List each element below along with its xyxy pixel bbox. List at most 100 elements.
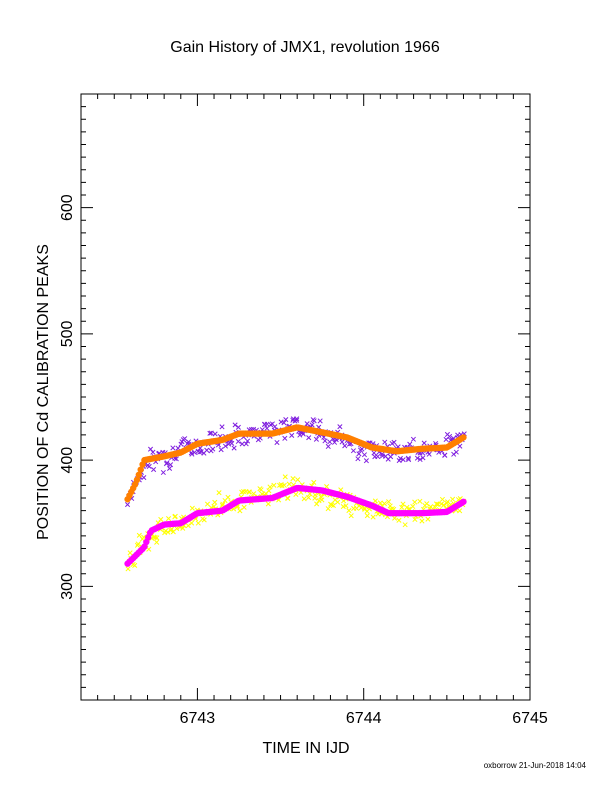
- data-point: [166, 465, 173, 472]
- data-point: [379, 451, 385, 457]
- data-point: [151, 466, 157, 473]
- data-point: [426, 451, 432, 457]
- data-point: [150, 449, 156, 455]
- data-point: [412, 499, 418, 505]
- fit-point: [137, 466, 144, 473]
- data-point: [391, 439, 397, 445]
- x-tick-labels: 6743 6744 6745: [180, 710, 548, 727]
- fit-point: [133, 476, 141, 484]
- data-point: [189, 451, 195, 457]
- data-point: [235, 424, 241, 430]
- data-point: [141, 534, 147, 540]
- data-point: [290, 475, 296, 482]
- data-point: [453, 449, 459, 455]
- data-point: [218, 447, 224, 453]
- data-point: [127, 550, 133, 556]
- data-point: [197, 445, 203, 451]
- data-point: [294, 416, 300, 422]
- data-marks: [124, 416, 467, 572]
- x-axis-label: TIME IN IJD: [262, 740, 349, 757]
- data-point: [363, 458, 369, 464]
- y-axis-label: POSITION OF Cd CALIBRATION PEAKS: [35, 244, 52, 540]
- x-tick-label: 6744: [346, 710, 382, 727]
- data-point: [239, 441, 245, 447]
- data-point: [168, 462, 174, 468]
- data-point: [313, 436, 319, 442]
- data-point: [316, 498, 322, 504]
- data-point: [400, 457, 406, 463]
- data-point: [232, 422, 238, 428]
- data-point: [211, 503, 217, 510]
- data-point: [165, 516, 172, 522]
- data-point: [370, 514, 376, 520]
- data-point: [198, 449, 204, 455]
- data-point: [154, 535, 160, 541]
- data-point: [180, 525, 186, 531]
- data-point: [425, 516, 431, 522]
- data-point: [322, 438, 328, 444]
- data-point: [346, 507, 352, 514]
- data-point: [356, 451, 362, 457]
- data-point: [402, 522, 408, 528]
- data-point: [386, 499, 392, 505]
- data-point: [246, 489, 253, 495]
- data-point: [266, 488, 272, 494]
- data-point: [274, 439, 280, 446]
- data-point: [172, 513, 178, 519]
- data-point: [173, 456, 179, 462]
- data-point: [222, 443, 229, 449]
- data-point: [343, 503, 349, 509]
- data-point: [220, 501, 226, 507]
- data-point: [146, 463, 152, 470]
- axis-ticks: [80, 93, 531, 701]
- data-point: [457, 508, 463, 514]
- data-point: [457, 443, 463, 449]
- fit-point: [135, 471, 143, 479]
- y-tick-labels: 300 400 500 600: [59, 194, 76, 600]
- footer-stamp: oxborrow 21-Jun-2018 14:04: [484, 761, 587, 770]
- data-point: [278, 419, 284, 425]
- data-point: [125, 566, 131, 572]
- x-tick-label: 6745: [512, 710, 548, 727]
- data-point: [212, 431, 218, 437]
- data-point: [311, 479, 317, 486]
- data-point: [201, 517, 207, 523]
- data-point: [219, 424, 225, 430]
- y-tick-label: 300: [59, 573, 76, 600]
- data-point: [434, 501, 440, 507]
- data-point: [208, 430, 214, 436]
- data-point: [314, 501, 320, 507]
- data-point: [377, 500, 383, 506]
- data-point: [396, 517, 402, 523]
- data-point: [289, 432, 295, 439]
- data-point: [375, 453, 381, 460]
- data-point: [359, 446, 365, 452]
- data-point: [281, 420, 287, 426]
- data-point: [170, 445, 176, 451]
- data-point: [210, 446, 216, 452]
- data-point: [265, 501, 271, 507]
- data-point: [410, 503, 416, 510]
- data-point: [258, 487, 264, 493]
- data-point: [300, 431, 306, 437]
- data-point: [417, 456, 423, 463]
- chart-title: Gain History of JMX1, revolution 1966: [170, 39, 440, 56]
- data-point: [372, 498, 378, 504]
- data-point: [371, 450, 377, 456]
- data-point: [421, 440, 427, 446]
- fit-curve-series: [124, 424, 467, 503]
- data-point: [361, 452, 368, 458]
- data-point: [337, 424, 343, 430]
- data-point: [124, 502, 131, 508]
- data-point: [244, 438, 251, 444]
- data-point: [406, 457, 412, 463]
- data-point: [319, 497, 325, 503]
- fit-point: [460, 498, 467, 505]
- data-point: [189, 520, 195, 526]
- data-point: [160, 469, 166, 476]
- data-point: [399, 504, 405, 510]
- fit-curve-series: [124, 484, 467, 567]
- data-point: [243, 441, 249, 447]
- data-point: [237, 508, 243, 514]
